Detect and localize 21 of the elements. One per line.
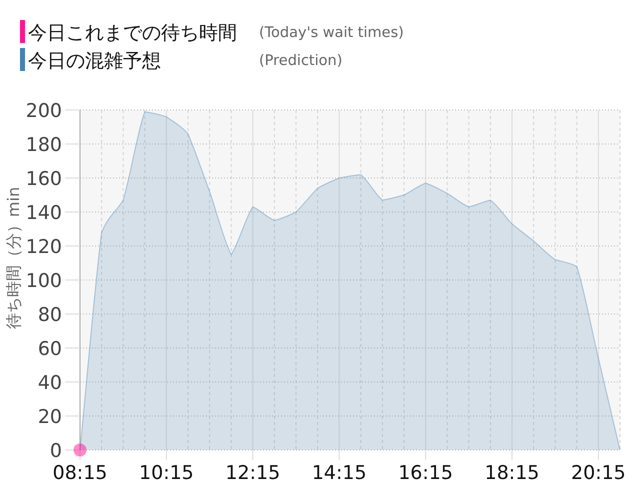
y-axis-title: 待ち時間（分）min [4, 186, 23, 330]
x-tick-label: 08:15 [52, 462, 108, 484]
y-tick-label: 0 [50, 440, 62, 462]
y-tick-label: 160 [26, 168, 62, 190]
y-tick-label: 180 [26, 134, 62, 156]
y-tick-label: 120 [26, 236, 62, 258]
legend: 今日これまでの待ち時間 (Today's wait times) 今日の混雑予想 (Prediction) [20, 20, 404, 72]
y-tick-label: 40 [38, 372, 62, 394]
x-tick-label: 10:15 [139, 462, 194, 484]
x-tick-label: 18:15 [484, 462, 540, 484]
x-tick-label: 14:15 [312, 462, 367, 484]
y-tick-label: 20 [38, 406, 62, 428]
y-tick-label: 100 [26, 270, 62, 292]
x-tick-label: 12:15 [225, 462, 280, 484]
y-tick-label: 200 [26, 100, 62, 122]
y-tick-label: 140 [26, 202, 62, 224]
y-tick-label: 80 [38, 304, 62, 326]
x-tick-label: 20:15 [571, 462, 626, 484]
y-tick-label: 60 [38, 338, 62, 360]
x-tick-label: 16:15 [398, 462, 453, 484]
legend-label: 今日これまでの待ち時間 (Today's wait times) [28, 22, 404, 44]
